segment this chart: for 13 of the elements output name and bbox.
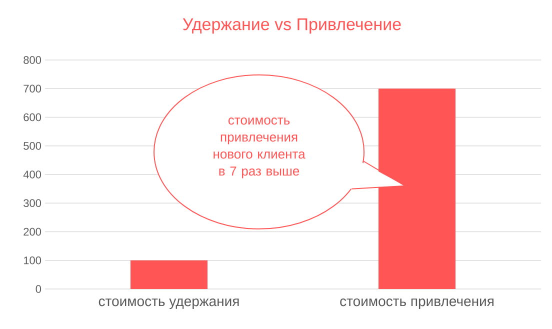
y-tick-label: 400 bbox=[23, 170, 42, 178]
y-tick-label: 200 bbox=[24, 228, 42, 236]
y-tick-label: 100 bbox=[24, 256, 42, 264]
x-tick-label: стоимость удержания bbox=[98, 298, 239, 309]
y-tick-label: 500 bbox=[24, 142, 42, 150]
chart-title: Удержание vs Привлечение bbox=[182, 18, 401, 34]
y-tick-label: 700 bbox=[24, 84, 42, 93]
x-tick-label: стоимость привлечения bbox=[340, 298, 494, 309]
y-tick-label: 0 bbox=[36, 285, 42, 293]
annotation: стоимость привлечения нового клиента в 7 раз выше bbox=[214, 118, 306, 178]
y-tick-label: 600 bbox=[24, 113, 42, 122]
y-tick-label: 800 bbox=[24, 56, 42, 64]
y-tick-label: 300 bbox=[24, 199, 42, 208]
